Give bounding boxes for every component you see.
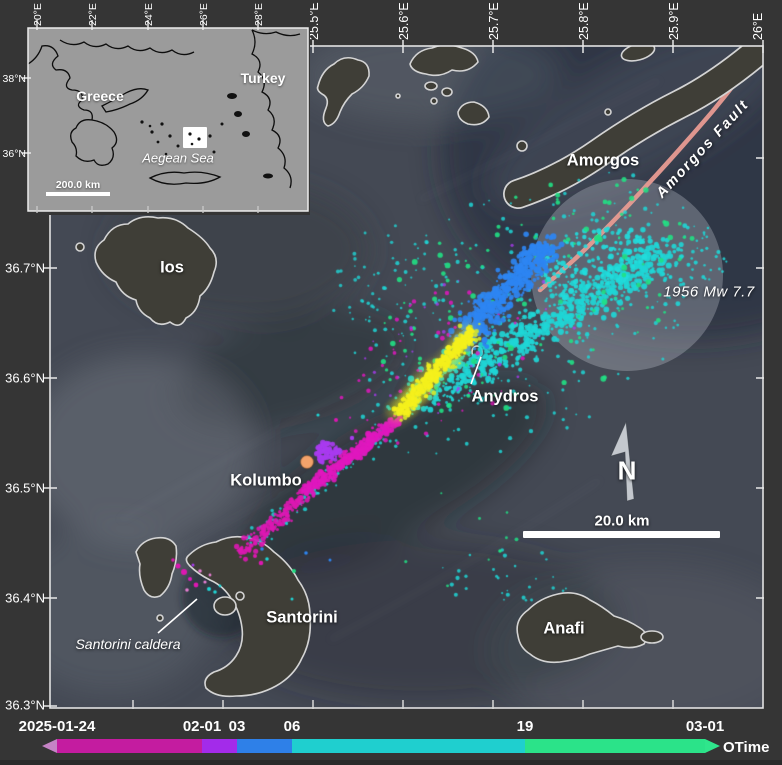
lon-tick-label: 25.9°E [667, 2, 681, 40]
bottom-strip [0, 760, 782, 765]
map-frame [49, 45, 764, 709]
label-ios: Ios [160, 258, 184, 277]
label-north: N [617, 455, 637, 486]
lat-tick-label: 36.6°N [5, 371, 45, 386]
caldera-leader-line [157, 598, 198, 634]
inset-axis-ticks: 20°E 22°E 24°E 26°E 28°E 38°N 36°N [3, 3, 265, 213]
anydros-leader-line [470, 356, 482, 385]
axis-ticks: 25.5°E 25.6°E 25.7°E 25.8°E 25.9°E 26°E 36.7°N… [5, 2, 765, 712]
lat-tick-label: 36.7°N [5, 261, 45, 276]
inset-lon-tick-label: 26°E [198, 3, 210, 26]
scale-bar [523, 531, 720, 538]
label-santorini-caldera: Santorini caldera [75, 636, 181, 652]
lon-tick-label: 25.6°E [397, 2, 411, 40]
inset-study-area-box [183, 127, 207, 148]
label-santorini: Santorini [266, 608, 338, 627]
lat-tick-label: 36.5°N [5, 481, 45, 496]
inset-study-area-islands [188, 132, 201, 146]
label-1956-earthquake: 1956 Mw 7.7 [663, 283, 755, 301]
inset-lon-tick-label: 20°E [32, 3, 44, 26]
label-anafi: Anafi [543, 619, 585, 638]
inset-label-turkey: Turkey [240, 70, 286, 86]
inset-label-scale-200km: 200.0 km [55, 179, 101, 191]
north-arrow-icon [610, 420, 635, 502]
inset-lon-tick-label: 24°E [143, 3, 155, 26]
lon-tick-label: 25.7°E [487, 2, 501, 40]
inset-scale-bar [46, 192, 110, 196]
inset-sea [28, 28, 308, 211]
inset-frame [27, 27, 309, 212]
inset-overview-map: 20°E 22°E 24°E 26°E 28°E 38°N 36°N Greece Turk… [0, 0, 310, 215]
inset-label-greece: Greece [76, 88, 124, 104]
inset-lon-tick-label: 22°E [87, 3, 99, 26]
label-amorgos: Amorgos [566, 151, 640, 170]
label-kolumbo: Kolumbo [230, 471, 302, 490]
lat-tick-label: 36.3°N [5, 698, 45, 713]
inset-lat-tick-label: 36°N [3, 148, 26, 160]
inset-label-aegean-sea: Aegean Sea [142, 150, 214, 166]
inset-canvas: 20°E 22°E 24°E 26°E 28°E 38°N 36°N [0, 0, 310, 215]
lon-tick-label: 26°E [751, 13, 765, 40]
lon-tick-label: 25.8°E [577, 2, 591, 40]
lat-tick-label: 36.4°N [5, 591, 45, 606]
inset-islands [140, 93, 273, 179]
label-scale-20km: 20.0 km [594, 512, 650, 530]
label-anydros: Anydros [471, 387, 539, 406]
inset-coastlines [27, 29, 301, 189]
inset-lat-tick-label: 38°N [3, 73, 26, 85]
inset-lon-tick-label: 28°E [253, 3, 265, 26]
lon-tick-label: 25.5°E [307, 2, 321, 40]
